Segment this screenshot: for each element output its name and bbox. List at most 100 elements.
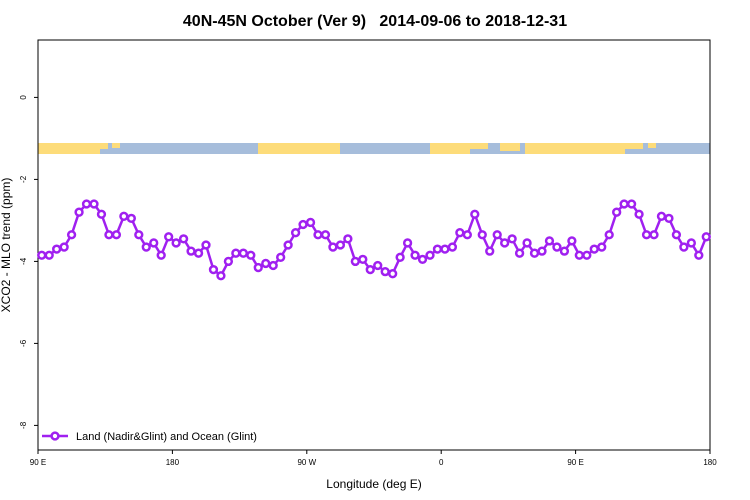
data-point [313,230,323,240]
data-point [619,199,629,209]
legend-marker [50,431,60,441]
data-point [432,244,443,254]
data-point [89,199,99,209]
data-point [634,209,644,219]
data-point [66,230,77,240]
data-point [552,242,562,252]
x-tick-label: 180 [703,458,717,467]
data-point [358,254,368,265]
data-point [44,250,54,260]
data-point [238,248,248,258]
data-point [104,230,114,240]
data-point [253,262,263,273]
data-point [395,252,405,262]
data-point [544,236,555,246]
y-tick-label: -4 [19,257,28,265]
data-point [649,230,659,240]
chart-title: 40N-45N October (Ver 9) 2014-09-06 to 20… [183,13,567,30]
data-point [440,244,450,254]
data-point [276,252,286,262]
data-point [582,250,592,260]
data-point [522,238,532,248]
data-point [201,240,211,250]
data-point [507,234,517,244]
data-point [350,256,360,267]
x-tick-label: 0 [439,458,444,467]
data-point [641,230,652,240]
data-point [134,230,144,240]
data-point [671,230,682,240]
data-point [290,228,301,238]
data-point [417,254,428,265]
data-point [694,250,704,260]
data-point [514,248,525,258]
data-point [410,250,420,260]
data-point [320,230,331,240]
legend-label: Land (Nadir&Glint) and Ocean (Glint) [76,431,257,443]
data-point [597,242,607,252]
y-axis-label: XCO2 - MLO trend (ppm) [0,178,13,313]
data-point [701,232,711,242]
data-point [574,250,584,260]
data-point [559,246,570,256]
land-ocean-strip [38,143,710,154]
data-point [126,213,136,224]
data-point [171,238,181,248]
data-point [328,242,338,252]
data-point [500,238,510,248]
data-point [81,199,92,209]
data-point [52,244,62,254]
data-point [216,271,226,281]
y-tick-label: -2 [19,175,28,183]
data-point [246,250,256,260]
data-point [567,236,577,246]
data-point [604,230,614,240]
y-tick-label: 0 [19,95,28,100]
data-point [425,250,435,260]
data-point [74,207,84,217]
x-axis-label: Longitude (deg E) [326,477,421,491]
x-tick-label: 180 [166,458,180,467]
data-point [223,256,234,267]
data-point [96,209,107,219]
x-tick-label: 90 E [567,458,583,467]
data-point [283,240,293,250]
data-point [664,213,674,224]
x-tick-label: 90 E [30,458,46,467]
data-point [455,228,465,238]
data-point [388,269,398,279]
data-point [529,248,540,258]
y-tick-label: -8 [19,421,28,429]
data-point [156,250,166,260]
data-point [679,242,689,252]
data-point [305,217,316,228]
data-point [37,250,47,260]
data-point [59,242,69,252]
data-point [470,209,480,219]
data-point [268,260,278,271]
data-point [626,199,637,209]
data-point [447,242,458,252]
data-point [343,234,353,244]
data-point [477,230,487,240]
data-point [298,219,308,230]
y-tick-label: -6 [19,339,28,347]
data-point [149,238,159,248]
data-point [178,234,189,244]
data-point [380,267,390,277]
data-point [208,264,219,275]
data-point [119,211,129,221]
data-point [462,230,472,240]
data-point [231,248,241,258]
data-point [537,246,547,256]
data-point [686,238,696,248]
data-point [402,238,413,248]
data-point [261,258,271,269]
data-point [164,232,174,242]
x-tick-label: 90 W [297,458,316,467]
plot-frame [37,39,711,451]
data-point [612,207,622,217]
data-point [141,242,151,252]
data-point [589,244,599,254]
